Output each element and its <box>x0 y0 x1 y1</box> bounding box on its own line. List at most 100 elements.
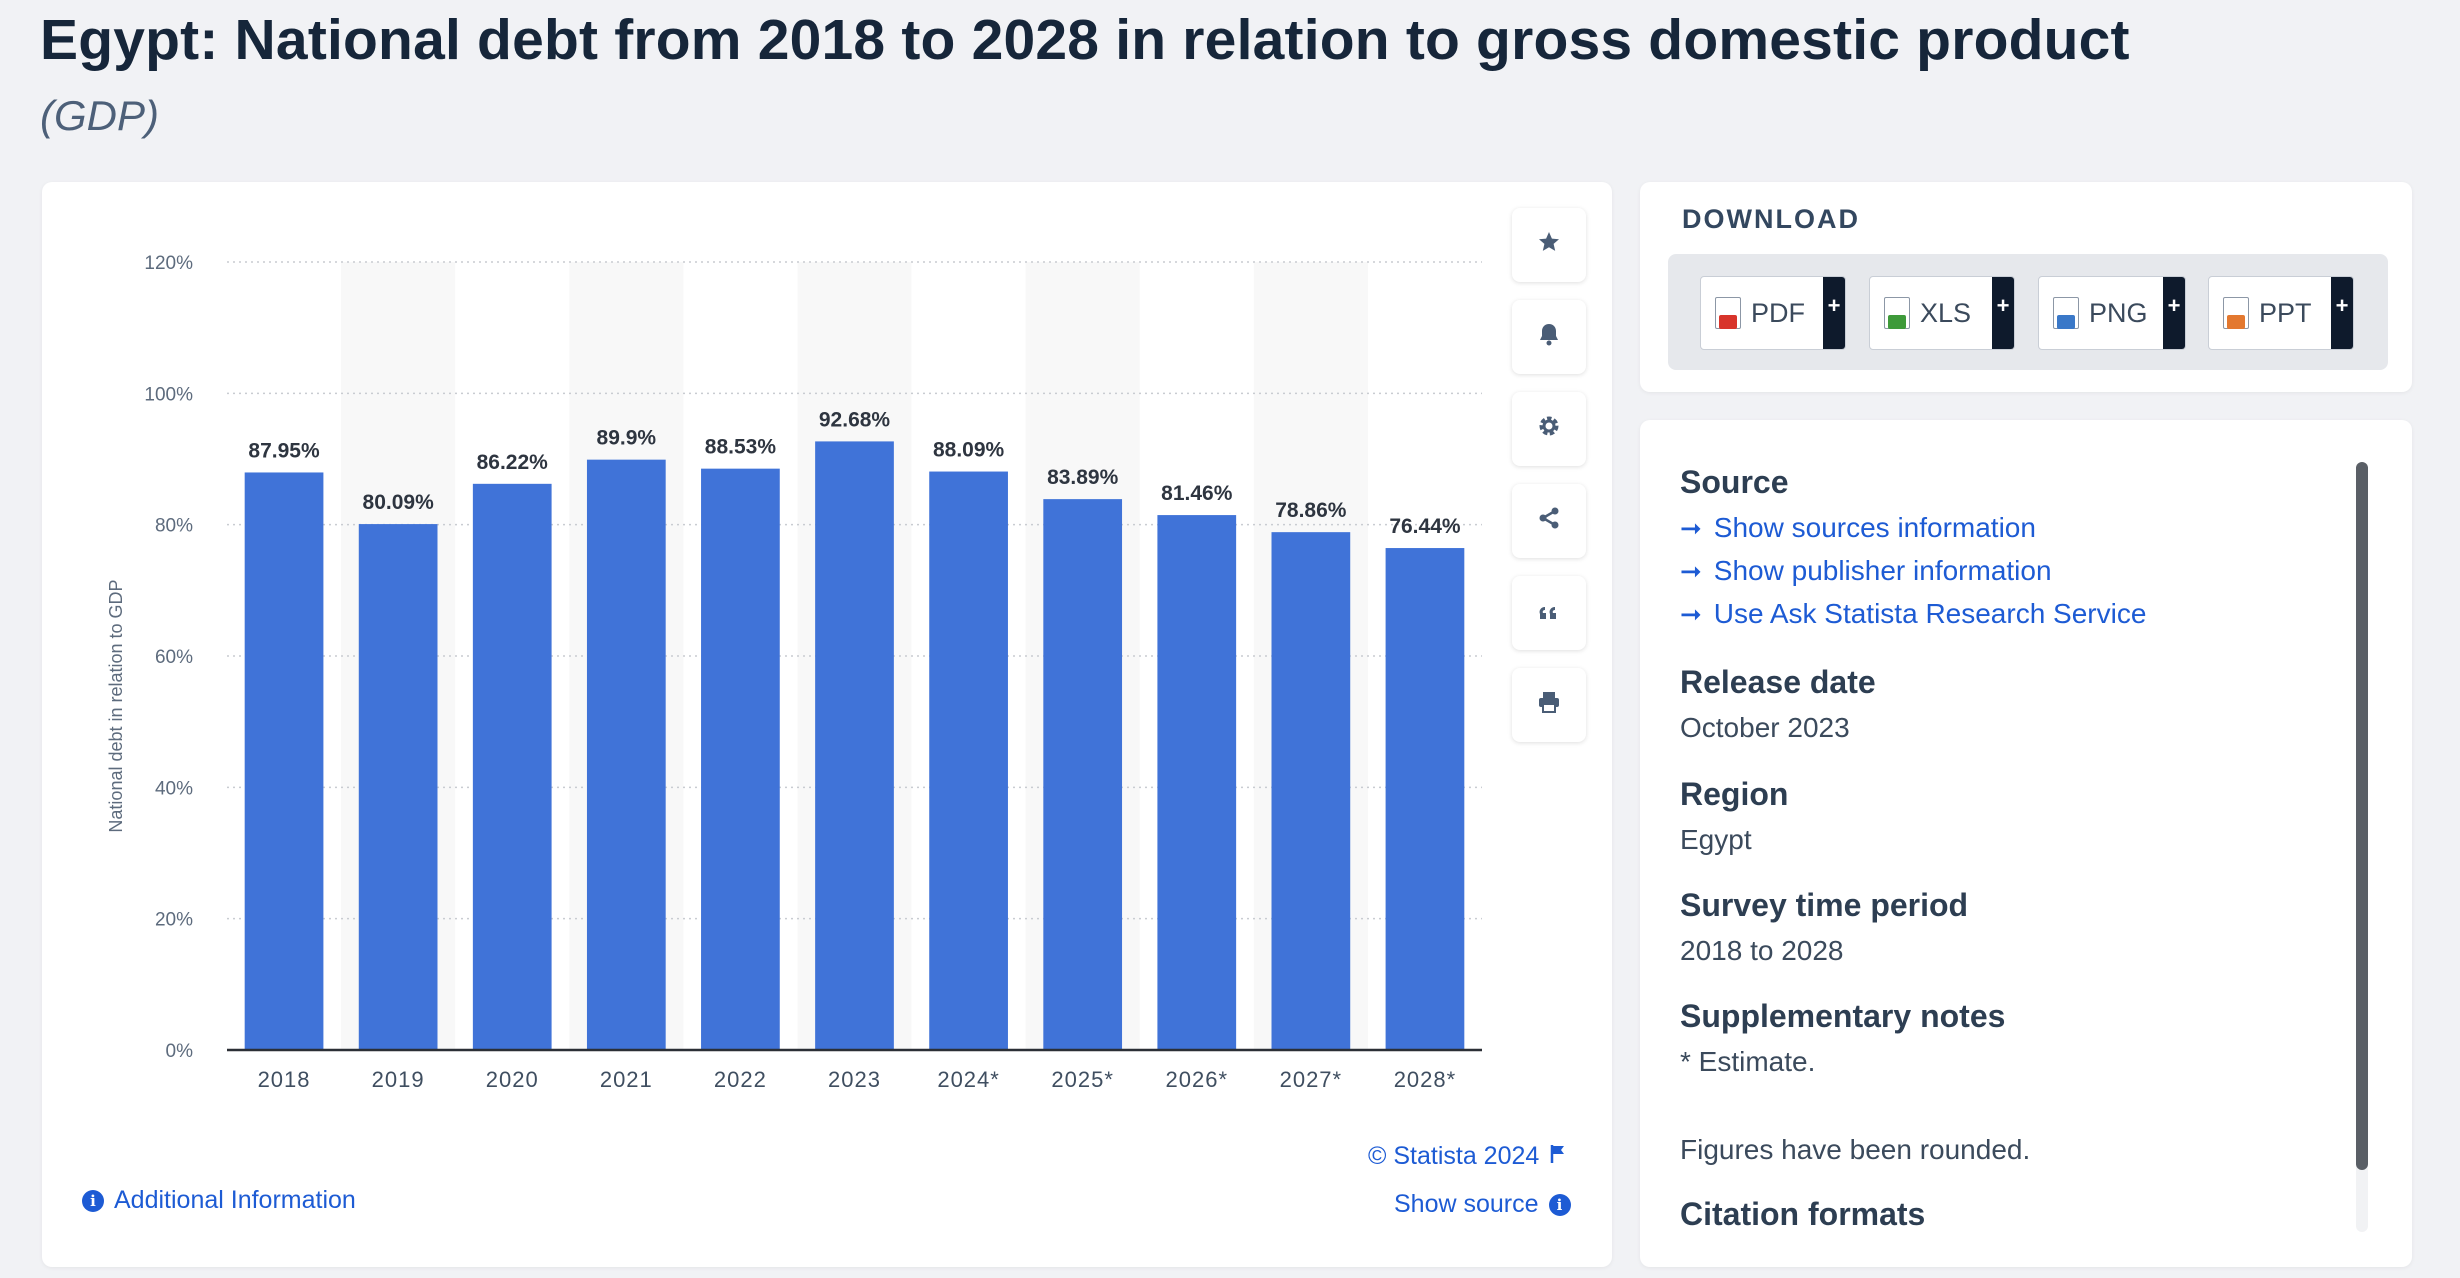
pdf-file-icon <box>1715 297 1741 329</box>
x-tick-label: 2025* <box>1051 1067 1114 1092</box>
bar-2018 <box>244 472 324 1050</box>
bar-chart: 0% 20% 40% 60% 80% 100% 120% 87.95% 2018 80.09% 20… <box>106 253 1482 1092</box>
arrow-right-icon: ➞ <box>1680 555 1702 586</box>
page-subtitle: (GDP) <box>40 92 159 139</box>
bar-2022 <box>701 468 780 1050</box>
plus-icon: + <box>2163 277 2185 349</box>
supplementary-note-rounded: Figures have been rounded. <box>1680 1134 2031 1165</box>
statistic-details-card: Source ➞ Show sources information ➞ Show… <box>1640 420 2412 1267</box>
info-icon: i <box>1548 1193 1571 1216</box>
bar-2027 <box>1271 532 1351 1050</box>
bar-2024 <box>929 471 1008 1050</box>
bar-2020 <box>472 483 552 1050</box>
scrollbar-thumb[interactable] <box>2356 462 2368 1170</box>
plus-icon: + <box>2331 277 2353 349</box>
source-heading: Source <box>1680 464 1789 500</box>
y-tick-label: 120% <box>144 253 193 274</box>
y-tick-label: 60% <box>155 647 193 668</box>
data-label: 86.22% <box>477 451 549 474</box>
download-png-button[interactable]: PNG + <box>2038 276 2186 350</box>
quote-icon <box>1538 598 1560 629</box>
download-ppt-button[interactable]: PPT + <box>2208 276 2354 350</box>
data-label: 83.89% <box>1047 466 1119 489</box>
data-label: 89.9% <box>597 427 657 450</box>
supplementary-notes-heading: Supplementary notes <box>1680 998 2006 1034</box>
download-card: DOWNLOAD PDF + XLS + PNG + PPT + <box>1640 182 2412 392</box>
bar-2026 <box>1157 515 1237 1050</box>
data-label: 88.09% <box>933 439 1005 462</box>
release-date-value: October 2023 <box>1680 712 1850 743</box>
plus-icon: + <box>1992 277 2014 349</box>
show-sources-link[interactable]: ➞ Show sources information <box>1680 512 2036 544</box>
supplementary-note-estimate: * Estimate. <box>1680 1046 1816 1077</box>
download-buttons-tray: PDF + XLS + PNG + PPT + <box>1668 254 2388 370</box>
ask-statista-text: Use Ask Statista Research Service <box>1713 598 2147 629</box>
data-label: 81.46% <box>1161 482 1233 505</box>
data-label: 87.95% <box>248 439 320 462</box>
x-tick-label: 2021 <box>600 1067 653 1092</box>
bar-2023 <box>815 441 894 1050</box>
survey-period-value: 2018 to 2028 <box>1680 935 1844 966</box>
ask-statista-link[interactable]: ➞ Use Ask Statista Research Service <box>1680 598 2146 630</box>
release-date-heading: Release date <box>1680 664 1876 700</box>
show-source-link[interactable]: Show source i <box>1394 1190 1571 1219</box>
citation-formats-heading: Citation formats <box>1680 1196 1926 1232</box>
chart-card: 0% 20% 40% 60% 80% 100% 120% 87.95% 2018 80.09% 20… <box>42 182 1612 1267</box>
download-pdf-label: PDF <box>1751 297 1805 328</box>
bar-2028 <box>1385 548 1465 1050</box>
share-icon <box>1537 506 1561 537</box>
ppt-file-icon <box>2223 297 2249 329</box>
arrow-right-icon: ➞ <box>1680 512 1702 543</box>
y-tick-label: 20% <box>155 910 193 931</box>
page-title: Egypt: National debt from 2018 to 2028 i… <box>40 8 2130 72</box>
data-label: 88.53% <box>705 436 777 459</box>
arrow-right-icon: ➞ <box>1680 598 1702 629</box>
region-value: Egypt <box>1680 824 1752 855</box>
y-tick-label: 40% <box>155 778 193 799</box>
y-axis-title: National debt in relation to GDP <box>106 579 126 832</box>
download-ppt-label: PPT <box>2259 297 2312 328</box>
download-heading: DOWNLOAD <box>1682 204 1860 234</box>
flag-icon <box>1549 1142 1567 1171</box>
x-tick-label: 2023 <box>828 1067 881 1092</box>
data-label: 80.09% <box>363 491 435 514</box>
show-source-text: Show source <box>1394 1190 1539 1218</box>
x-tick-label: 2018 <box>258 1067 311 1092</box>
png-file-icon <box>2053 297 2079 329</box>
info-icon: i <box>82 1189 104 1212</box>
download-png-label: PNG <box>2089 297 2148 328</box>
copyright-link[interactable]: © Statista 2024 <box>1368 1142 1567 1171</box>
x-tick-label: 2024* <box>937 1067 1000 1092</box>
x-tick-label: 2019 <box>372 1067 425 1092</box>
download-xls-button[interactable]: XLS + <box>1869 276 2015 350</box>
cite-button[interactable] <box>1512 576 1586 650</box>
additional-information-link[interactable]: i Additional Information <box>82 1186 356 1215</box>
data-label: 78.86% <box>1275 499 1347 522</box>
star-icon <box>1537 230 1561 261</box>
settings-button[interactable] <box>1512 392 1586 466</box>
y-tick-label: 0% <box>166 1041 194 1062</box>
bar-2021 <box>586 459 666 1050</box>
region-heading: Region <box>1680 776 1789 812</box>
download-xls-label: XLS <box>1920 297 1972 328</box>
favorite-button[interactable] <box>1512 208 1586 282</box>
y-tick-label: 80% <box>155 516 193 537</box>
print-button[interactable] <box>1512 668 1586 742</box>
x-tick-label: 2022 <box>714 1067 767 1092</box>
y-tick-label: 100% <box>144 384 193 405</box>
show-sources-text: Show sources information <box>1713 512 2036 543</box>
bell-icon <box>1538 322 1560 353</box>
bar-2025 <box>1043 499 1123 1051</box>
survey-period-heading: Survey time period <box>1680 887 1969 923</box>
x-tick-label: 2027* <box>1280 1067 1343 1092</box>
plus-icon: + <box>1823 277 1845 349</box>
xls-file-icon <box>1884 297 1910 329</box>
data-label: 92.68% <box>819 408 891 431</box>
share-button[interactable] <box>1512 484 1586 558</box>
data-label: 76.44% <box>1389 515 1461 538</box>
x-tick-label: 2020 <box>486 1067 539 1092</box>
notification-button[interactable] <box>1512 300 1586 374</box>
additional-information-text: Additional Information <box>114 1186 356 1214</box>
download-pdf-button[interactable]: PDF + <box>1700 276 1846 350</box>
show-publisher-link[interactable]: ➞ Show publisher information <box>1680 555 2052 587</box>
